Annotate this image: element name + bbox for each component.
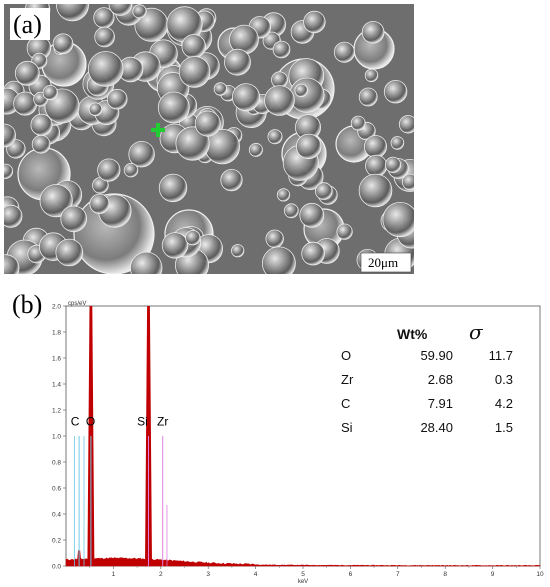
x-tick-label: 4 [254,571,258,578]
y-tick-label: 1.2 [52,408,61,415]
y-tick-label: 0.8 [52,460,61,467]
y-tick-label: 1.4 [52,382,61,389]
peak-label: Si [137,415,148,429]
x-unit-label: keV [298,579,308,585]
sem-micrograph: (a) 20μm [4,4,414,274]
element-cell: C [341,396,351,411]
y-tick-label: 2.0 [52,304,61,311]
x-tick-label: 1 [112,571,116,578]
wt-cell: 59.90 [420,348,453,363]
panel-b-label: (b) [12,290,43,319]
sigma-cell: 4.2 [494,396,513,411]
sigma-header: σ [469,320,483,344]
y-tick-label: 1.6 [52,356,61,363]
element-cell: O [341,348,352,363]
element-cell: Si [341,420,353,435]
y-tick-label: 0.4 [52,512,61,519]
table-row: Zr 2.68 0.3 [335,372,545,390]
panel-a-label: (a) [13,10,42,39]
x-tick-label: 6 [349,571,353,578]
x-tick-label: 5 [301,571,305,578]
x-tick-label: 2 [159,571,163,578]
eds-spectrum-chart: C O Si Zr0.00.20.40.60.81.01.21.41.61.82.0 c… [52,301,544,585]
plot-frame [65,305,541,567]
y-tick-label: 0.2 [52,538,61,545]
sigma-cell: 1.5 [494,420,513,435]
scale-bar-label: 20μm [368,255,398,270]
element-cell: Zr [341,372,354,387]
wt-header: Wt% [397,326,428,342]
y-tick-label: 1.0 [52,434,61,441]
peak-label: Zr [157,415,168,429]
sigma-cell: 0.3 [494,372,513,387]
y-tick-label: 0.6 [52,486,61,493]
wt-cell: 28.40 [420,420,453,435]
wt-cell: 7.91 [427,396,453,411]
y-unit-label: cps/eV [68,301,86,307]
wt-cell: 2.68 [427,372,453,387]
x-tick-label: 7 [396,571,400,578]
table-row: Si 28.40 1.5 [335,420,545,438]
y-tick-label: 1.8 [52,330,61,337]
y-tick-label: 0.0 [52,564,61,571]
panel-a-label-box [10,8,50,40]
point-marker-icon [151,123,165,137]
x-tick-label: 10 [536,571,544,578]
peak-label: C [71,415,80,429]
table-row: C 7.91 4.2 [335,396,545,414]
x-tick-label: 3 [206,571,210,578]
scale-bar-box [360,252,412,273]
table-row: O 59.90 11.7 [335,348,545,366]
peak-label: O [86,415,95,429]
x-tick-label: 9 [491,571,495,578]
x-tick-label: 8 [443,571,447,578]
spectrum-continuum [65,557,541,567]
sigma-cell: 11.7 [488,348,513,363]
